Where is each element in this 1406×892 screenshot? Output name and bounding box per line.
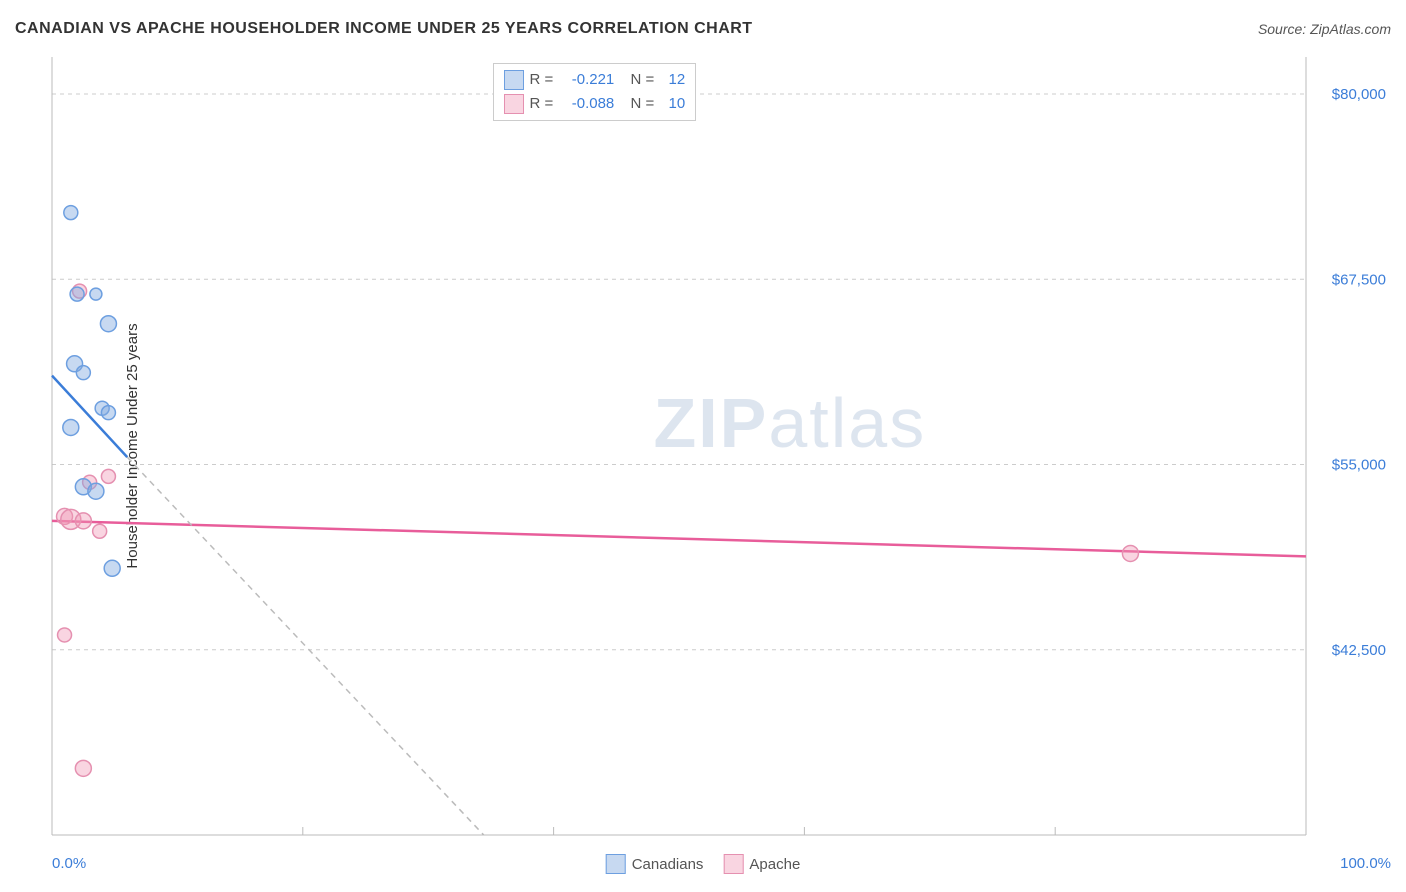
legend-label-apache: Apache (749, 856, 800, 873)
swatch-apache-icon (723, 854, 743, 874)
chart-title: CANADIAN VS APACHE HOUSEHOLDER INCOME UN… (15, 20, 753, 38)
svg-text:$55,000: $55,000 (1332, 457, 1386, 474)
header: CANADIAN VS APACHE HOUSEHOLDER INCOME UN… (15, 20, 1391, 38)
n-label: N = (630, 68, 654, 92)
scatter-plot: $42,500 $55,000 $67,500 $80,000 (50, 55, 1391, 837)
r-value-canadians: -0.221 (559, 68, 614, 92)
svg-text:$80,000: $80,000 (1332, 86, 1386, 103)
svg-text:$42,500: $42,500 (1332, 642, 1386, 659)
legend-item-apache: Apache (723, 854, 800, 874)
r-label: R = (530, 92, 554, 116)
svg-text:$67,500: $67,500 (1332, 271, 1386, 288)
swatch-canadians-icon (606, 854, 626, 874)
stats-row-canadians: R = -0.221 N = 12 (504, 68, 686, 92)
stats-row-apache: R = -0.088 N = 10 (504, 92, 686, 116)
n-label: N = (630, 92, 654, 116)
chart-container: CANADIAN VS APACHE HOUSEHOLDER INCOME UN… (0, 0, 1406, 892)
series-legend: Canadians Apache (606, 854, 801, 874)
legend-label-canadians: Canadians (632, 856, 704, 873)
source-label: Source: ZipAtlas.com (1258, 21, 1391, 37)
x-tick-min: 0.0% (52, 855, 86, 872)
chart-area: $42,500$55,000$67,500$80,000 ZIPatlas R … (50, 55, 1391, 837)
swatch-canadians-icon (504, 70, 524, 90)
legend-item-canadians: Canadians (606, 854, 704, 874)
n-value-canadians: 12 (660, 68, 685, 92)
r-value-apache: -0.088 (559, 92, 614, 116)
x-tick-max: 100.0% (1340, 855, 1391, 872)
n-value-apache: 10 (660, 92, 685, 116)
r-label: R = (530, 68, 554, 92)
stats-legend-box: R = -0.221 N = 12 R = -0.088 N = 10 (493, 63, 697, 121)
swatch-apache-icon (504, 94, 524, 114)
